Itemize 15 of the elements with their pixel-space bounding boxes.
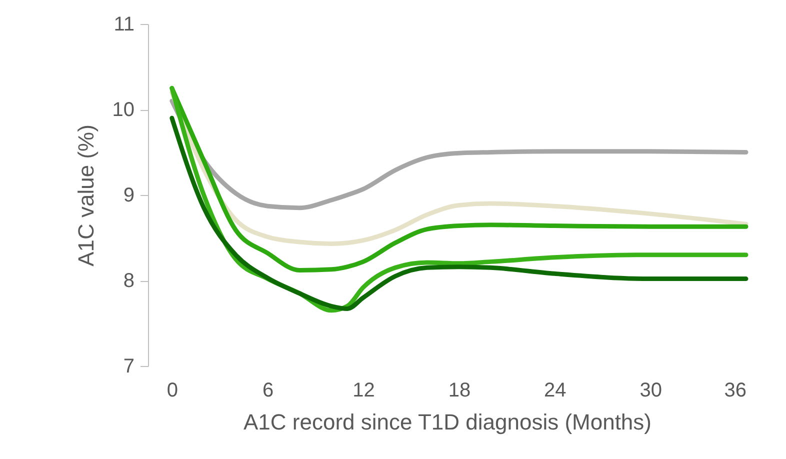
- y-tick-label: 7: [123, 356, 134, 378]
- x-tick-label: 36: [724, 380, 746, 402]
- x-tick-label: 24: [544, 380, 566, 402]
- line-series: [170, 90, 748, 246]
- x-tick-label: 30: [640, 380, 662, 402]
- y-tick-label: 8: [123, 270, 134, 292]
- x-tick-label: 6: [262, 380, 274, 402]
- x-tick-label: 0: [166, 380, 178, 402]
- y-tick-label: 11: [114, 14, 134, 36]
- x-tick-label: 18: [448, 380, 471, 402]
- y-tick-label: 10: [112, 99, 134, 121]
- y-tick-label: 9: [123, 184, 134, 206]
- x-axis-title: A1C record since T1D diagnosis (Months): [244, 410, 652, 434]
- y-axis-title: A1C value (%): [73, 124, 98, 266]
- x-tick-label: 12: [352, 380, 375, 402]
